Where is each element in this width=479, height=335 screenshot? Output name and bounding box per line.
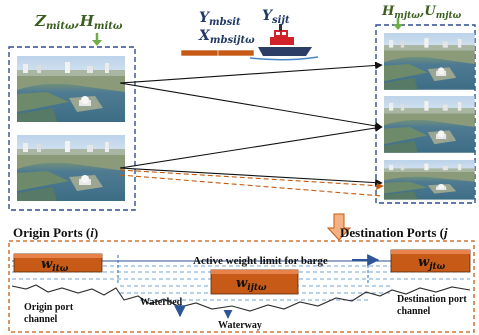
y-mbsit-label: Ymbsit [199,10,241,28]
origin-input-arrowhead [92,40,102,46]
destination-barge-weight: wjtω [418,255,446,272]
x-mbsijtw-label: Xmbsijtω [198,28,255,46]
midway-barge-weight: wijtω [236,276,267,293]
origin-ports-frame [8,46,136,211]
destination-variables-label: Hmjtω,Umjtω [381,4,462,21]
tugboat-icon [249,24,319,61]
destination-output-arrowhead [393,24,403,30]
destination-barge-top [391,250,470,254]
origin-barge-top [14,254,102,258]
waterbed-profile [11,284,471,312]
flow-arrow-4 [119,167,383,187]
destination-port-photo-3 [384,160,475,200]
flow-arrow-2 [119,82,383,130]
waterway-label: Waterway [218,320,262,331]
flow-arrow-3 [119,124,383,169]
barge-route-dashed-1 [119,169,383,187]
origin-channel-label-line1: Origin port [24,302,74,313]
destination-channel-label-line2: channel [397,306,431,317]
destination-ports-frame [375,24,476,204]
origin-port-photo-2 [17,135,125,201]
destination-channel-label-line1: Destination port [397,294,467,305]
barge-route-arrowhead [376,183,384,190]
waterbed-label: Waterbed [140,297,183,308]
origin-ports-title: Origin Ports (i) [13,225,98,240]
barge-route-dashed-2 [119,174,383,197]
midway-barge-top [211,270,298,274]
destination-ports-title: Destination Ports (j [340,225,448,240]
destination-port-photo-2 [384,96,475,153]
origin-channel-label-line2: channel [24,314,58,325]
destination-port-photo-1 [384,33,475,90]
origin-variables-label: Zmitω,Hmitω [34,12,123,32]
y-sijt-label: Ysijt [262,8,290,26]
origin-port-photo-1 [17,56,125,122]
flow-arrow-1 [119,61,383,84]
waterway-detail-frame [8,240,475,333]
origin-barge-weight: witω [41,257,69,274]
active-weight-label: Active weight limit for barge [193,255,328,267]
barge-bar-right [217,49,255,57]
zoom-down-arrow [326,213,352,241]
